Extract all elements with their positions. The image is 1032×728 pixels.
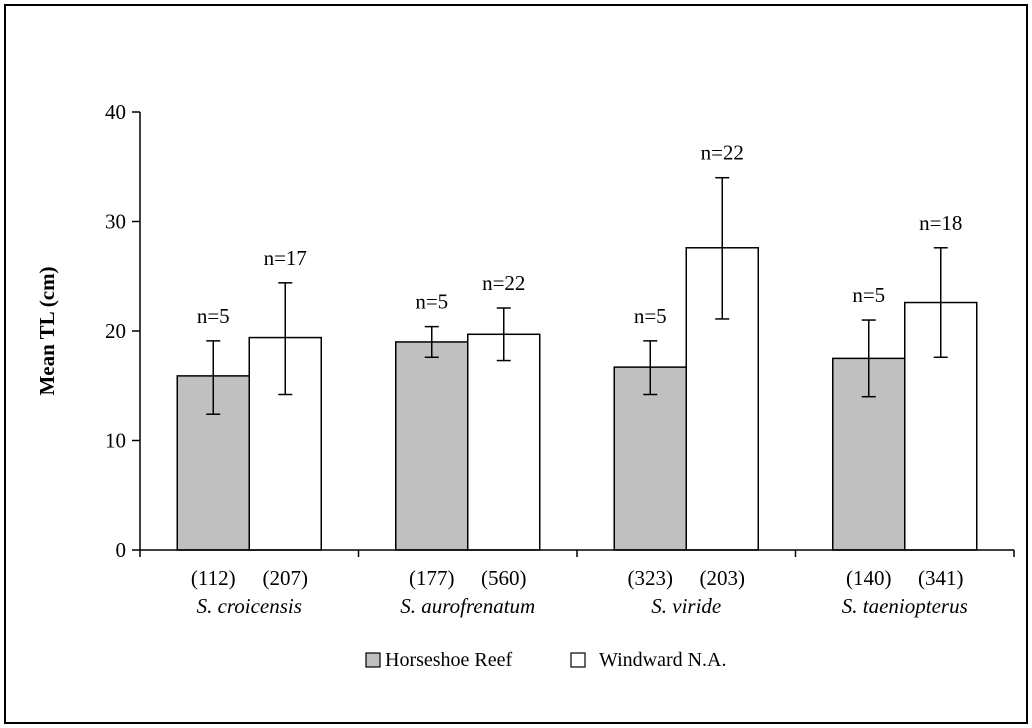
category-count-label: (112)	[191, 566, 236, 590]
legend-swatch-horseshoe-reef	[365, 652, 381, 668]
y-ticks: 0 10 20 30 40	[105, 100, 140, 562]
chart-frame	[4, 4, 1028, 724]
category-count-label: (140)	[846, 566, 892, 590]
y-tick-label: 10	[105, 429, 126, 453]
legend: Horseshoe Reef Windward N.A.	[365, 649, 727, 671]
axes-layer: 0 10 20 30 40 Mean TL (cm)	[35, 100, 1015, 562]
y-tick-label: 20	[105, 319, 126, 343]
y-tick-label: 30	[105, 210, 126, 234]
labels-layer: n=5 (112) n=17 (207) S. croicensis n=5 (177) n=…	[191, 141, 968, 618]
x-category-label: S. aurofrenatum	[400, 594, 535, 618]
category-count-label: (341)	[918, 566, 964, 590]
bars-layer	[176, 176, 978, 551]
bar-windward-n-a-s-aurofrenatum	[467, 333, 541, 551]
sample-size-label: n=5	[852, 283, 885, 307]
sample-size-label: n=22	[701, 141, 744, 165]
legend-label-windward: Windward N.A.	[599, 649, 727, 671]
y-tick-label: 40	[105, 100, 126, 124]
x-ticks	[139, 550, 1015, 557]
sample-size-label: n=5	[197, 304, 230, 328]
legend-label-horseshoe-reef: Horseshoe Reef	[385, 649, 513, 671]
category-count-label: (203)	[700, 566, 746, 590]
sample-size-label: n=17	[264, 246, 307, 270]
bar-horseshoe-reef-s-aurofrenatum	[395, 341, 469, 551]
sample-size-label: n=5	[415, 290, 448, 314]
category-count-label: (323)	[628, 566, 674, 590]
category-count-label: (560)	[481, 566, 527, 590]
x-category-label: S. croicensis	[197, 594, 302, 618]
y-axis-label: Mean TL (cm)	[35, 266, 59, 395]
x-category-label: S. viride	[651, 594, 721, 618]
sample-size-label: n=5	[634, 304, 667, 328]
category-count-label: (177)	[409, 566, 455, 590]
y-tick-label: 0	[116, 538, 127, 562]
sample-size-label: n=22	[482, 271, 525, 295]
legend-swatch-windward	[570, 652, 586, 668]
x-category-label: S. taeniopterus	[842, 594, 968, 618]
category-count-label: (207)	[263, 566, 309, 590]
sample-size-label: n=18	[919, 211, 962, 235]
